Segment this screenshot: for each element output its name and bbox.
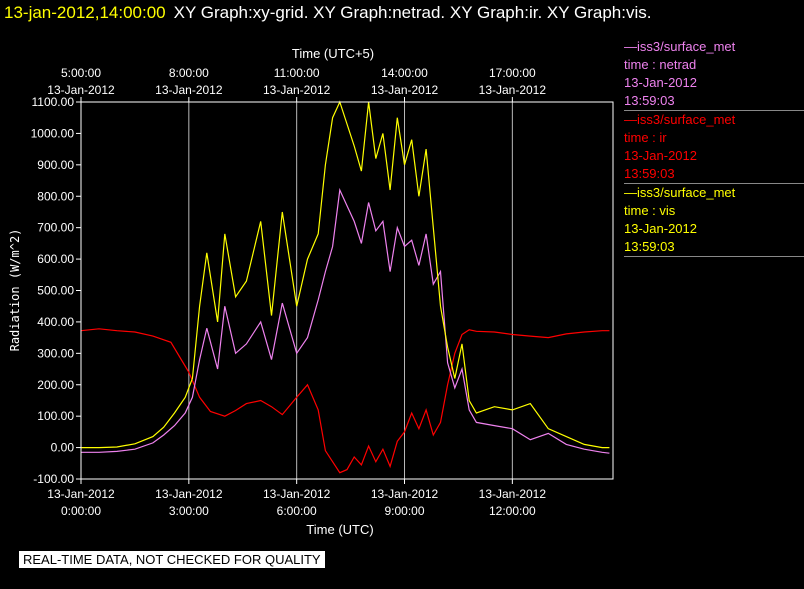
series-line-netrad — [81, 187, 610, 454]
legend-vis-time: 13:59:03 — [624, 239, 675, 254]
legend-ir-time: 13:59:03 — [624, 166, 675, 181]
series-layer — [80, 100, 610, 474]
x2-tick-time-label: 5:00:00 — [61, 66, 101, 80]
x2-tick-date-label: 13-Jan-2012 — [371, 83, 439, 97]
y-tick-label: 500.00 — [37, 284, 74, 298]
y-tick-label: -100.00 — [33, 472, 74, 486]
plot-frame — [80, 101, 614, 480]
legend-ir-date: 13-Jan-2012 — [624, 148, 697, 163]
y-tick-label: 200.00 — [37, 378, 74, 392]
x-tick-date-label: 13-Jan-2012 — [155, 487, 223, 501]
legend-vis-source: —iss3/surface_met — [624, 185, 736, 200]
y-tick-label: 900.00 — [37, 158, 74, 172]
series-line-vis — [81, 100, 610, 449]
title-bar: 13-jan-2012,14:00:00 XY Graph:xy-grid. XY… — [0, 0, 804, 26]
legend-vis-date: 13-Jan-2012 — [624, 221, 697, 236]
series-line-ir — [80, 328, 610, 474]
x-axis-label: Time (UTC) — [306, 522, 373, 537]
disclaimer-label: REAL-TIME DATA, NOT CHECKED FOR QUALITY — [19, 551, 325, 568]
x-tick-time-label: 6:00:00 — [277, 504, 317, 518]
x2-tick-date-label: 13-Jan-2012 — [155, 83, 223, 97]
y-tick-label: 0.00 — [51, 441, 75, 455]
x2-tick-time-label: 17:00:00 — [489, 66, 536, 80]
grid-layer — [188, 102, 513, 479]
legend-netrad-var: time : netrad — [624, 57, 697, 72]
legend-entry-netrad: —iss3/surface_met time : netrad 13-Jan-2… — [624, 38, 804, 111]
x2-tick-time-label: 11:00:00 — [274, 66, 320, 80]
legend-netrad-date: 13-Jan-2012 — [624, 75, 697, 90]
x-tick-date-label: 13-Jan-2012 — [263, 487, 331, 501]
y-tick-label: 1000.00 — [31, 126, 75, 140]
y-tick-label: 400.00 — [37, 315, 74, 329]
y-tick-label: 700.00 — [37, 221, 74, 235]
x-tick-time-label: 3:00:00 — [169, 504, 209, 518]
legend-netrad-time: 13:59:03 — [624, 93, 675, 108]
timestamp: 13-jan-2012,14:00:00 — [4, 3, 166, 22]
y-tick-label: 100.00 — [37, 409, 74, 423]
x-tick-date-label: 13-Jan-2012 — [47, 487, 115, 501]
legend: —iss3/surface_met time : netrad 13-Jan-2… — [624, 38, 804, 257]
x-tick-time-label: 12:00:00 — [489, 504, 536, 518]
y-tick-label: 300.00 — [37, 346, 74, 360]
x2-tick-date-label: 13-Jan-2012 — [479, 83, 547, 97]
y-tick-label: 800.00 — [37, 189, 74, 203]
y-axis-label: Radiation (W/m^2) — [8, 229, 22, 352]
x2-tick-date-label: 13-Jan-2012 — [47, 83, 115, 97]
legend-ir-var: time : ir — [624, 130, 667, 145]
legend-ir-source: —iss3/surface_met — [624, 112, 736, 127]
x-tick-time-label: 9:00:00 — [384, 504, 424, 518]
x2-axis-label: Time (UTC+5) — [292, 46, 374, 61]
graph-titles: XY Graph:xy-grid. XY Graph:netrad. XY Gr… — [173, 3, 652, 22]
x-tick-time-label: 0:00:00 — [61, 504, 101, 518]
x2-tick-date-label: 13-Jan-2012 — [263, 83, 331, 97]
legend-netrad-source: —iss3/surface_met — [624, 39, 736, 54]
legend-vis-var: time : vis — [624, 203, 676, 218]
x2-tick-time-label: 14:00:00 — [381, 66, 428, 80]
y-tick-label: 1100.00 — [32, 95, 75, 109]
axis-layer: -100.00 0.00 100.00 200.00 300.00 400.00 500.0… — [31, 66, 547, 518]
legend-entry-vis: —iss3/surface_met time : vis 13-Jan-2012… — [624, 184, 804, 257]
x-tick-date-label: 13-Jan-2012 — [371, 487, 439, 501]
x-tick-date-label: 13-Jan-2012 — [479, 487, 547, 501]
y-tick-label: 600.00 — [37, 252, 74, 266]
legend-entry-ir: —iss3/surface_met time : ir 13-Jan-2012 … — [624, 111, 804, 184]
x2-tick-time-label: 8:00:00 — [169, 66, 209, 80]
